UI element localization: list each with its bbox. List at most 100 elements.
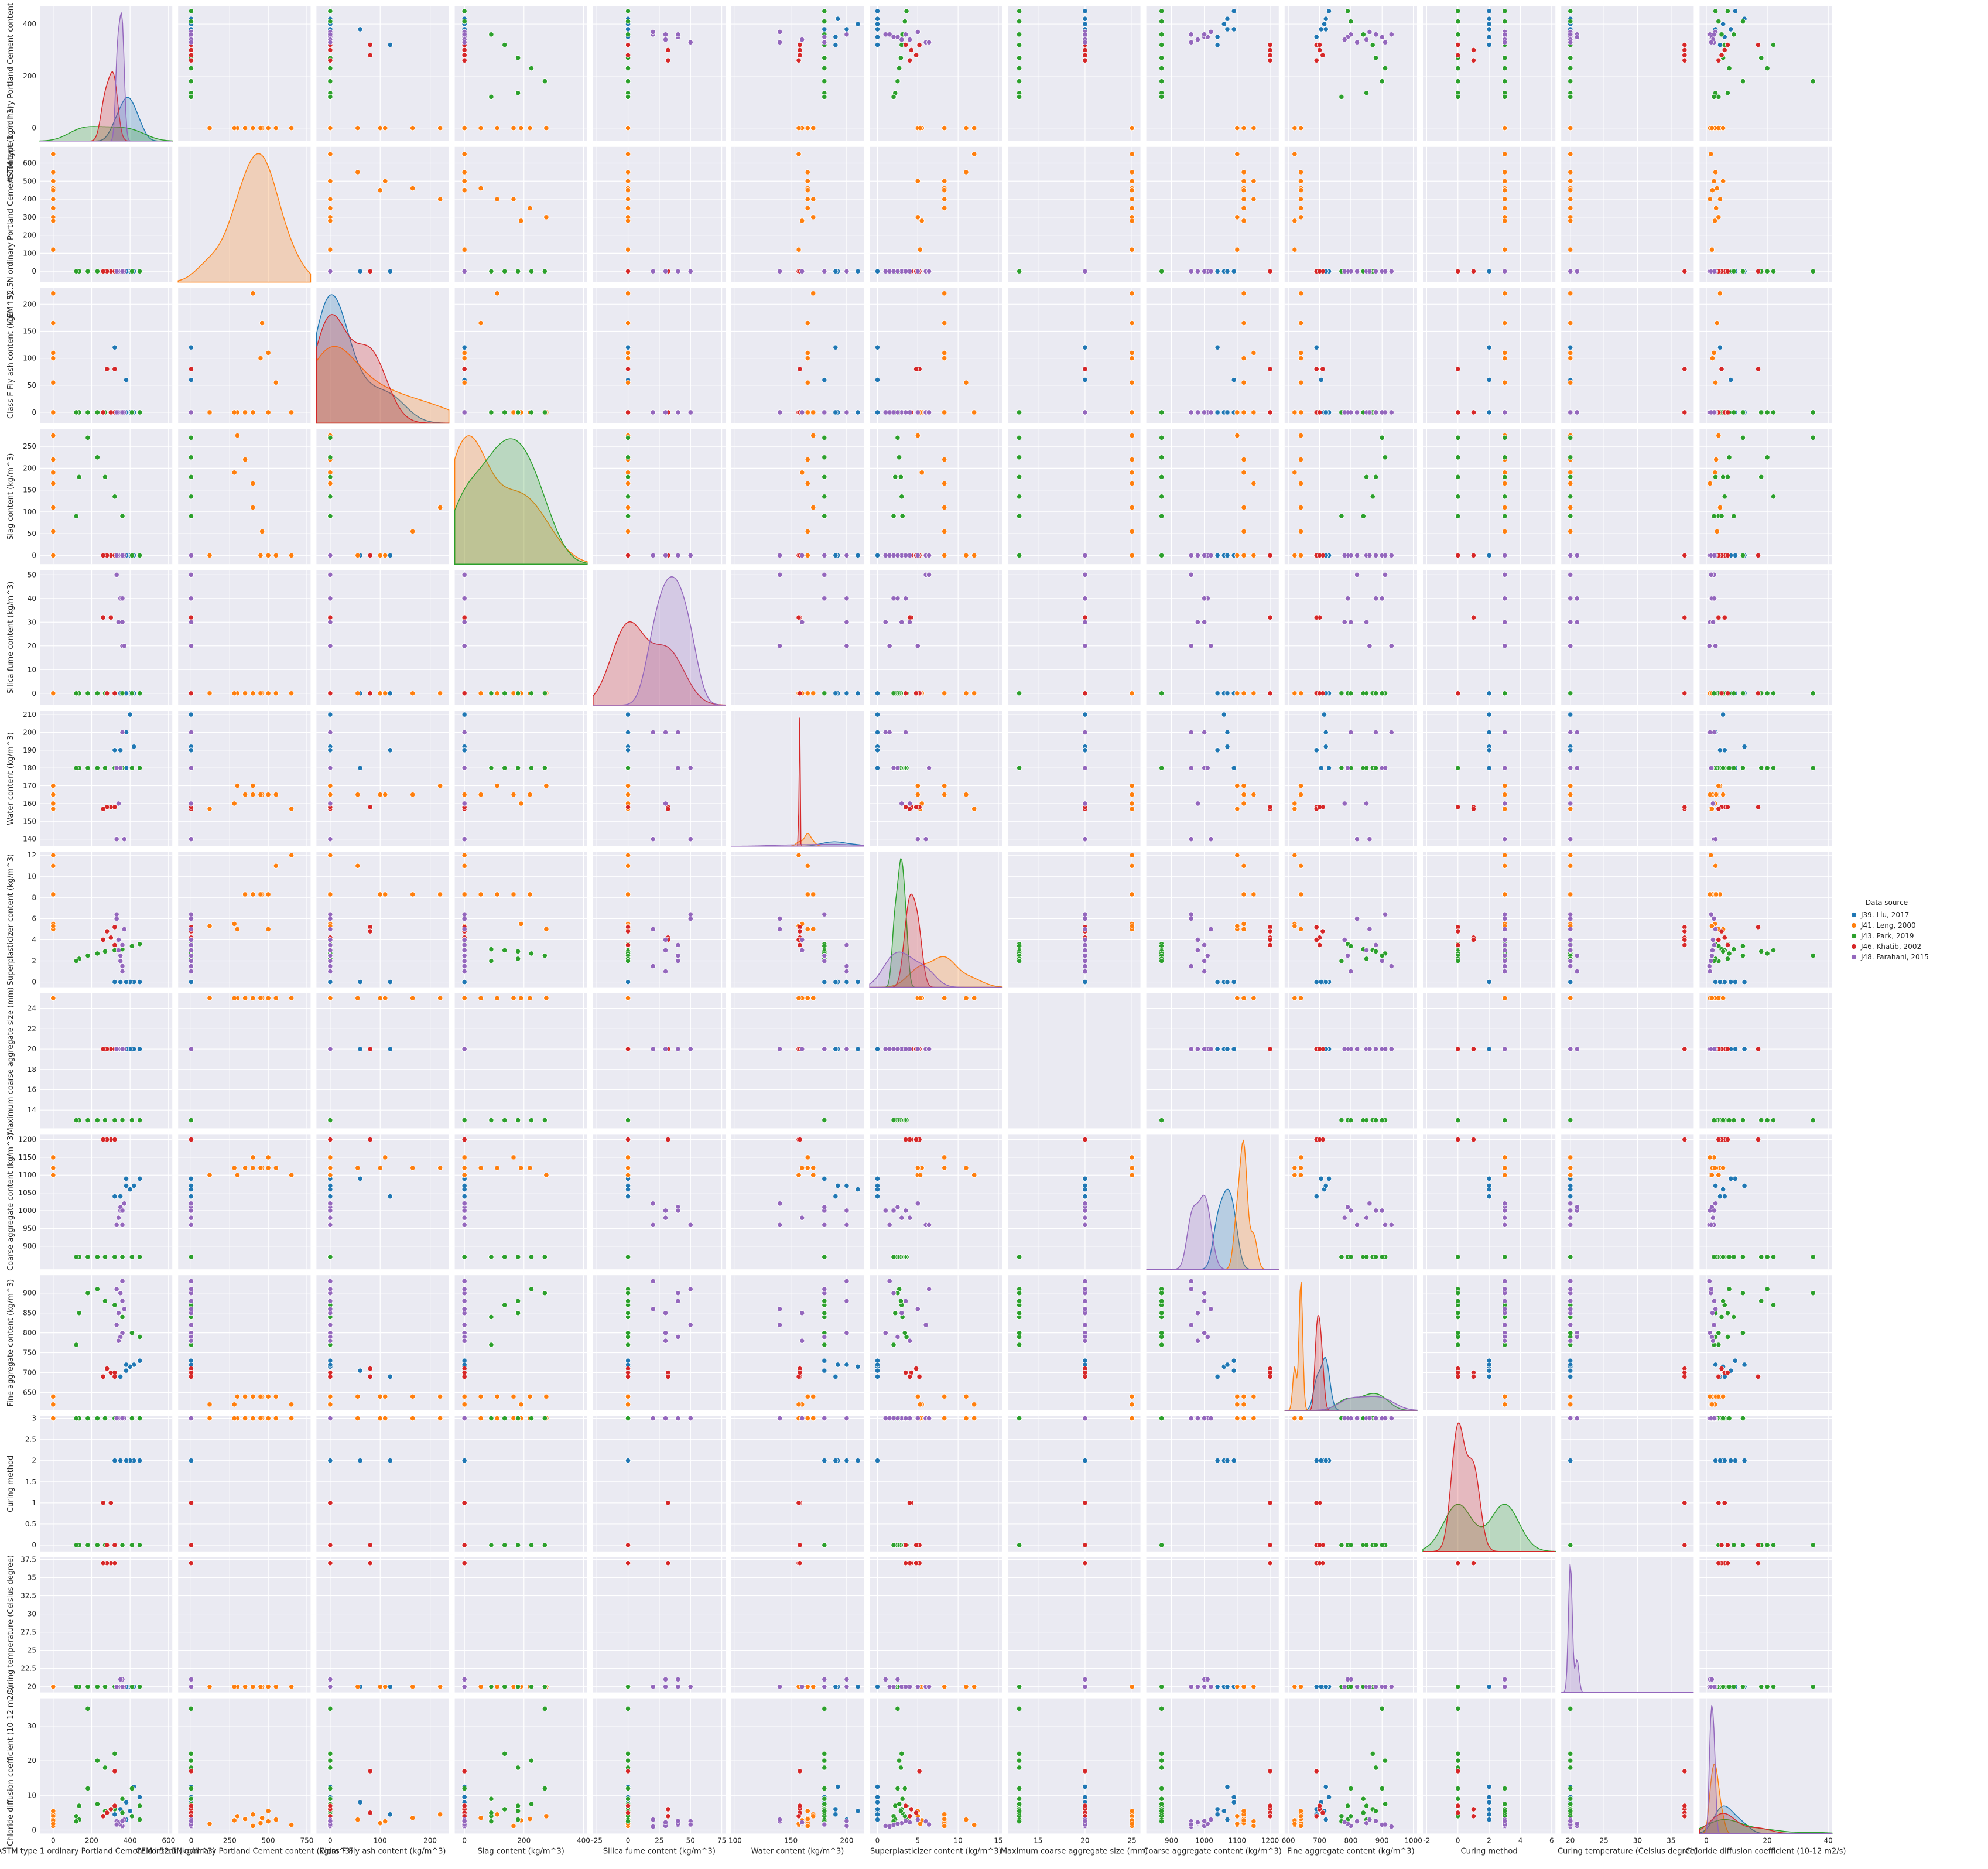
data-point	[1251, 480, 1257, 487]
data-point	[625, 504, 631, 511]
panel-background	[731, 711, 864, 846]
data-point	[625, 366, 631, 372]
data-point	[1267, 804, 1273, 810]
data-point	[273, 863, 279, 869]
data-point	[327, 455, 333, 460]
data-point	[1159, 78, 1165, 84]
data-point	[1082, 747, 1088, 753]
data-point	[188, 765, 194, 771]
data-point	[874, 552, 881, 558]
data-point	[1017, 19, 1022, 25]
data-point	[115, 947, 122, 954]
data-point	[906, 614, 913, 620]
data-point	[478, 691, 484, 696]
data-point	[461, 247, 467, 252]
data-point	[461, 863, 467, 869]
data-point	[796, 614, 802, 620]
panel-1-8	[1146, 146, 1279, 282]
data-point	[805, 456, 810, 463]
data-point	[1267, 614, 1273, 620]
data-point	[822, 572, 827, 578]
data-point	[1724, 8, 1731, 14]
data-point	[502, 947, 508, 954]
data-point	[1342, 552, 1347, 558]
data-point	[461, 891, 467, 897]
panel-background	[1561, 711, 1694, 846]
data-point	[542, 268, 548, 274]
data-point	[1241, 528, 1247, 534]
data-point	[662, 968, 669, 975]
panel-3-8	[1146, 429, 1279, 565]
panel-background	[870, 6, 1002, 141]
panel-background	[731, 146, 864, 282]
data-point	[895, 435, 901, 440]
data-point	[855, 268, 861, 274]
data-point	[650, 836, 656, 842]
panel-background	[870, 288, 1002, 423]
data-point	[327, 643, 333, 649]
data-point	[1455, 691, 1461, 696]
panel-6-3	[454, 852, 587, 988]
data-point	[265, 125, 271, 131]
data-point	[1298, 432, 1304, 439]
data-point	[119, 552, 125, 558]
data-point	[1502, 792, 1508, 798]
data-point	[119, 691, 125, 696]
data-point	[1129, 196, 1135, 202]
data-point	[805, 480, 810, 487]
data-point	[903, 42, 909, 48]
data-point	[915, 792, 921, 798]
data-point	[461, 643, 467, 649]
data-point	[515, 90, 521, 96]
data-point	[1082, 52, 1088, 58]
panel-0-2	[316, 6, 449, 141]
data-point	[1682, 614, 1688, 620]
data-point	[289, 806, 295, 812]
data-point	[1755, 804, 1761, 810]
data-point	[461, 39, 467, 45]
data-point	[1129, 151, 1135, 157]
data-point	[461, 691, 467, 696]
data-point	[1568, 494, 1573, 500]
pairplot-grid	[39, 6, 1833, 1834]
data-point	[1292, 691, 1298, 696]
data-point	[1267, 409, 1273, 415]
data-point	[1292, 552, 1298, 558]
data-point	[942, 528, 947, 534]
data-point	[835, 16, 841, 22]
data-point	[494, 125, 500, 131]
data-point	[1740, 765, 1746, 771]
data-point	[942, 320, 947, 326]
data-point	[1363, 90, 1370, 96]
data-point	[942, 178, 947, 184]
data-point	[50, 863, 56, 869]
data-point	[265, 409, 271, 415]
data-point	[1810, 78, 1816, 84]
data-point	[1129, 350, 1135, 356]
panel-background	[870, 146, 1002, 282]
data-point	[1568, 783, 1573, 789]
data-point	[1382, 409, 1388, 415]
data-point	[1202, 32, 1207, 37]
data-point	[1388, 729, 1394, 736]
data-point	[822, 94, 827, 100]
data-point	[231, 921, 237, 927]
data-point	[1348, 691, 1354, 696]
data-point	[1159, 455, 1165, 460]
data-point	[1682, 47, 1688, 53]
data-point	[118, 979, 124, 985]
data-point	[289, 409, 295, 415]
data-point	[915, 214, 921, 220]
data-point	[1455, 78, 1461, 84]
data-point	[231, 125, 237, 131]
panel-background	[1561, 6, 1694, 141]
data-point	[1382, 65, 1388, 71]
data-point	[805, 863, 810, 869]
data-point	[1129, 432, 1135, 439]
data-point	[1720, 474, 1726, 480]
data-point	[461, 619, 467, 625]
panel-2-7	[1008, 288, 1141, 423]
data-point	[942, 783, 947, 789]
data-point	[1224, 729, 1230, 736]
data-point	[1486, 16, 1492, 22]
